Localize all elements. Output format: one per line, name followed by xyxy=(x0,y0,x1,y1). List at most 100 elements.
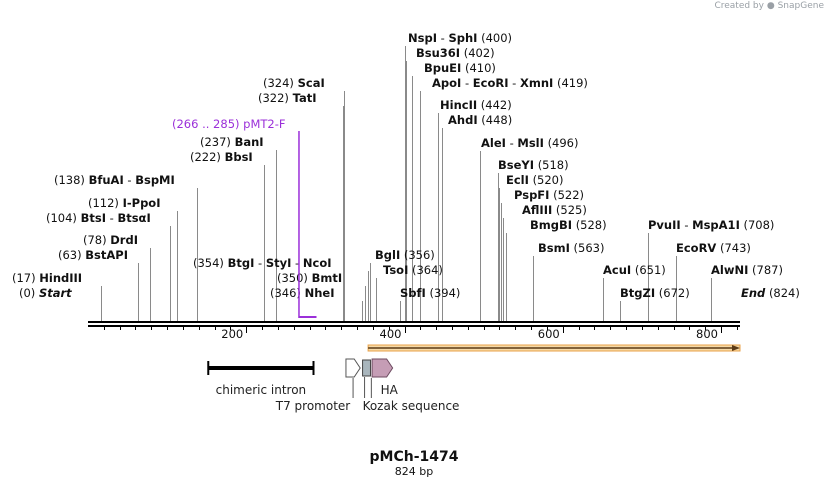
site-position: (63) xyxy=(58,248,82,262)
enzyme-name: End xyxy=(741,286,766,300)
site-label-nspi[interactable]: NspI - SphI (400) xyxy=(408,31,512,45)
site-label-alei[interactable]: AleI - MslI (496) xyxy=(481,136,579,150)
enzyme-name: AleI xyxy=(481,136,506,150)
site-label-start[interactable]: (0) Start xyxy=(19,286,72,300)
enzyme-name: NheI xyxy=(305,286,335,300)
site-label-afliii[interactable]: AflIII (525) xyxy=(522,203,587,217)
enzyme-name: BspMI xyxy=(135,173,175,187)
site-label-hindiii[interactable]: (17) HindIII xyxy=(12,271,82,285)
site-position: (528) xyxy=(576,218,607,232)
site-label-bstapi[interactable]: (63) BstAPI xyxy=(58,248,128,262)
feature-chimeric-intron[interactable]: chimeric intron xyxy=(207,361,315,397)
site-label-bfuai[interactable]: (138) BfuAI - BspMI xyxy=(54,173,175,187)
feature-orf[interactable] xyxy=(367,344,741,352)
site-label-end[interactable]: End (824) xyxy=(741,286,800,300)
site-label-bpuei[interactable]: BpuEI (410) xyxy=(424,61,496,75)
site-position: (518) xyxy=(538,158,569,172)
site-label-ecorv[interactable]: EcoRV (743) xyxy=(676,241,751,255)
site-position: (0) xyxy=(19,286,35,300)
enzyme-name: BsmI xyxy=(538,241,570,255)
enzyme-name: HincII xyxy=(440,98,477,112)
site-position: (104) xyxy=(46,211,77,225)
enzyme-name: HindIII xyxy=(39,271,82,285)
enzyme-name: NcoI xyxy=(303,256,332,270)
enzyme-name: PvuII xyxy=(648,218,681,232)
site-position: (402) xyxy=(464,46,495,60)
enzyme-name: BglI xyxy=(375,248,400,262)
site-position: (787) xyxy=(752,263,783,277)
enzyme-name: TsoI xyxy=(383,263,408,277)
site-label-bsmi[interactable]: BsmI (563) xyxy=(538,241,604,255)
site-position: (324) xyxy=(263,76,294,90)
tick-label: 800 xyxy=(696,327,718,341)
enzyme-name: BpuEI xyxy=(424,61,461,75)
site-label-bbsi[interactable]: (222) BbsI xyxy=(190,150,253,164)
enzyme-name: BtgI xyxy=(228,256,255,270)
site-position: (525) xyxy=(556,203,587,217)
site-label-bsu36i[interactable]: Bsu36I (402) xyxy=(416,46,495,60)
enzyme-name: AlwNI xyxy=(711,263,748,277)
site-label-drdi[interactable]: (78) DrdI xyxy=(83,233,138,247)
primer-annotation[interactable]: (266 .. 285) pMT2-F xyxy=(172,117,317,318)
enzyme-name: ApoI xyxy=(432,76,461,90)
site-label-bgli[interactable]: BglI (356) xyxy=(375,248,435,262)
watermark-created-by: Created by xyxy=(714,1,764,11)
site-label-ahdi[interactable]: AhdI (448) xyxy=(448,113,512,127)
enzyme-name: TatI xyxy=(293,91,317,105)
site-position: (350) xyxy=(277,271,308,285)
site-label-btgi[interactable]: (354) BtgI - StyI - NcoI xyxy=(193,256,332,270)
site-label-bmgbi[interactable]: BmgBI (528) xyxy=(530,218,607,232)
enzyme-name: Start xyxy=(39,286,72,300)
site-position: (448) xyxy=(481,113,512,127)
feature-ha[interactable]: HA xyxy=(370,358,399,398)
feature-t7-promoter[interactable]: T7 promoter xyxy=(275,358,361,413)
site-position: (138) xyxy=(54,173,85,187)
site-position: (651) xyxy=(635,263,666,277)
site-position: (112) xyxy=(88,196,119,210)
site-label-alwni[interactable]: AlwNI (787) xyxy=(711,263,783,277)
enzyme-name: BmgBI xyxy=(530,218,572,232)
enzyme-name: EclI xyxy=(506,173,529,187)
enzyme-name: BmtI xyxy=(312,271,343,285)
site-label-hincii[interactable]: HincII (442) xyxy=(440,98,512,112)
site-label-bseyi[interactable]: BseYI (518) xyxy=(498,158,569,172)
site-label-scai[interactable]: (324) ScaI xyxy=(263,76,325,90)
enzyme-name: AhdI xyxy=(448,113,478,127)
enzyme-name: BstAPI xyxy=(85,248,128,262)
enzyme-name: PspFI xyxy=(514,188,549,202)
enzyme-name: BtsI xyxy=(81,211,106,225)
site-position: (410) xyxy=(465,61,496,75)
snapgene-logo-icon: ● xyxy=(766,1,775,11)
site-label-ecli[interactable]: EclI (520) xyxy=(506,173,564,187)
map-title: pMCh-1474 xyxy=(370,449,459,465)
site-label-btsi[interactable]: (104) BtsI - BtsαI xyxy=(46,211,151,225)
site-label-acui[interactable]: AcuI (651) xyxy=(603,263,666,277)
map-length: 824 bp xyxy=(395,465,433,478)
svg-text:HA: HA xyxy=(381,383,399,397)
feature-track: chimeric intron T7 promoter Kozak sequence… xyxy=(207,344,741,413)
site-position: (394) xyxy=(429,286,460,300)
site-label-sbfi[interactable]: SbfI (394) xyxy=(400,286,460,300)
site-label-tsoi[interactable]: TsoI (364) xyxy=(383,263,443,277)
site-label-bani[interactable]: (237) BanI xyxy=(200,135,264,149)
enzyme-name: XmnI xyxy=(520,76,553,90)
site-label-i-ppoi[interactable]: (112) I-PpoI xyxy=(88,196,161,210)
enzyme-name: SphI xyxy=(448,31,477,45)
site-label-bmti[interactable]: (350) BmtI xyxy=(277,271,342,285)
site-label-tati[interactable]: (322) TatI xyxy=(258,91,317,105)
site-label-pspfi[interactable]: PspFI (522) xyxy=(514,188,584,202)
enzyme-name: EcoRI xyxy=(473,76,509,90)
feature-kozak-sequence[interactable]: Kozak sequence xyxy=(362,359,460,413)
site-position: (522) xyxy=(553,188,584,202)
site-label-pvuii[interactable]: PvuII - MspA1I (708) xyxy=(648,218,774,232)
site-label-apoi[interactable]: ApoI - EcoRI - XmnI (419) xyxy=(432,76,588,90)
enzyme-name: AflIII xyxy=(522,203,552,217)
tick-label: 600 xyxy=(538,327,560,341)
snapgene-watermark: Created by ● SnapGene xyxy=(714,1,824,11)
backbone-top-strand xyxy=(88,321,740,323)
enzyme-name: BtgZI xyxy=(620,286,655,300)
enzyme-name: I-PpoI xyxy=(123,196,161,210)
site-label-nhei[interactable]: (346) NheI xyxy=(270,286,334,300)
site-label-btgzi[interactable]: BtgZI (672) xyxy=(620,286,690,300)
